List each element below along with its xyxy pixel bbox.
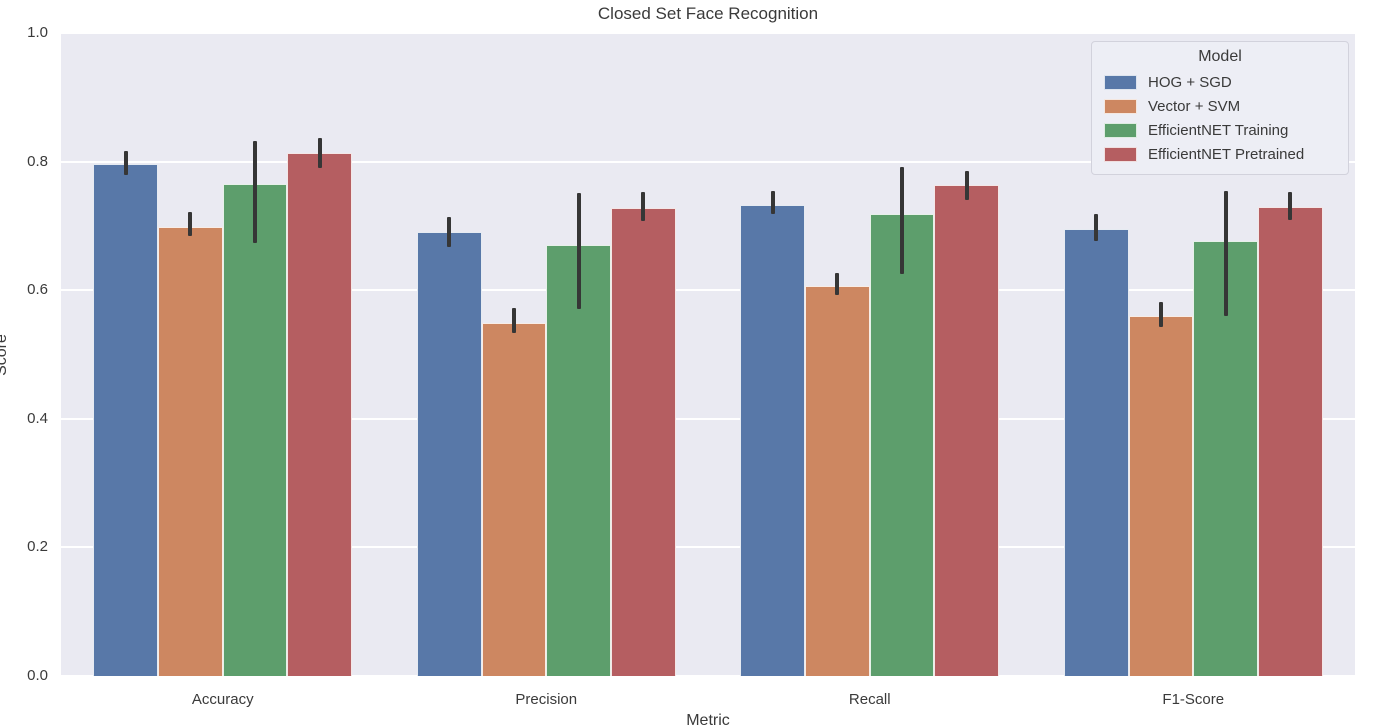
bar	[93, 163, 159, 676]
error-bar	[1223, 190, 1228, 316]
chart-title: Closed Set Face Recognition	[597, 4, 819, 23]
error-bar	[317, 137, 322, 169]
bar	[481, 322, 547, 676]
legend-title: Model	[1198, 48, 1242, 65]
bar	[1193, 241, 1258, 676]
bar	[740, 204, 806, 676]
error-bar	[188, 212, 193, 237]
bar	[805, 285, 870, 676]
legend-item: EfficientNET Training	[1104, 118, 1336, 142]
bar	[1257, 207, 1323, 676]
error-bar	[576, 193, 581, 310]
legend-label: EfficientNET Pretrained	[1148, 145, 1305, 163]
bar	[158, 227, 223, 676]
legend-item: Vector + SVM	[1104, 94, 1336, 118]
error-bar	[511, 307, 516, 334]
y-tick-label: 0.4	[27, 409, 48, 427]
bar	[416, 231, 482, 676]
legend-item: HOG + SGD	[1104, 70, 1336, 94]
error-bar	[1094, 213, 1099, 241]
legend-label: Vector + SVM	[1148, 97, 1241, 115]
y-axis-label: Score	[0, 334, 10, 376]
gridline	[61, 417, 1355, 420]
bar	[1063, 229, 1129, 676]
x-tick-label: Precision	[515, 691, 578, 708]
legend: Model HOG + SGD Vector + SVM EfficientNE…	[1091, 41, 1349, 175]
legend-swatch-icon	[1104, 98, 1137, 114]
plot-area: Model HOG + SGD Vector + SVM EfficientNE…	[61, 32, 1355, 677]
bar	[610, 207, 676, 676]
bar	[287, 153, 353, 676]
error-bar	[1158, 301, 1163, 327]
legend-label: EfficientNET Training	[1148, 121, 1289, 139]
gridline	[61, 289, 1355, 292]
bar	[934, 185, 1000, 676]
bar	[546, 245, 611, 676]
bar	[222, 184, 288, 676]
gridline	[61, 32, 1355, 34]
error-bar	[123, 151, 128, 176]
legend-item: EfficientNET Pretrained	[1104, 142, 1336, 166]
bar	[869, 214, 935, 676]
y-tick-label: 0.2	[27, 538, 48, 556]
legend-swatch-icon	[1104, 122, 1137, 138]
legend-swatch-icon	[1104, 74, 1137, 90]
y-tick-label: 1.0	[27, 24, 48, 41]
error-bar	[641, 191, 646, 221]
gridline	[61, 675, 1355, 677]
x-tick-label: Accuracy	[191, 691, 254, 708]
gridline	[61, 546, 1355, 549]
error-bar	[1288, 191, 1293, 221]
error-bar	[253, 141, 258, 243]
y-tick-label: 0.8	[27, 152, 48, 170]
error-bar	[964, 170, 969, 201]
error-bar	[770, 190, 775, 215]
error-bar	[900, 166, 905, 275]
legend-label: HOG + SGD	[1148, 73, 1232, 91]
y-tick-label: 0.6	[27, 281, 48, 299]
x-tick-label: Recall	[848, 691, 891, 708]
gridline	[61, 160, 1355, 163]
x-axis-label: Metric	[686, 712, 730, 725]
error-bar	[447, 216, 452, 248]
error-bar	[835, 272, 840, 295]
x-tick-label: F1-Score	[1162, 691, 1225, 708]
y-tick-label: 0.0	[27, 667, 48, 684]
legend-swatch-icon	[1104, 146, 1137, 162]
bar	[1128, 315, 1194, 676]
